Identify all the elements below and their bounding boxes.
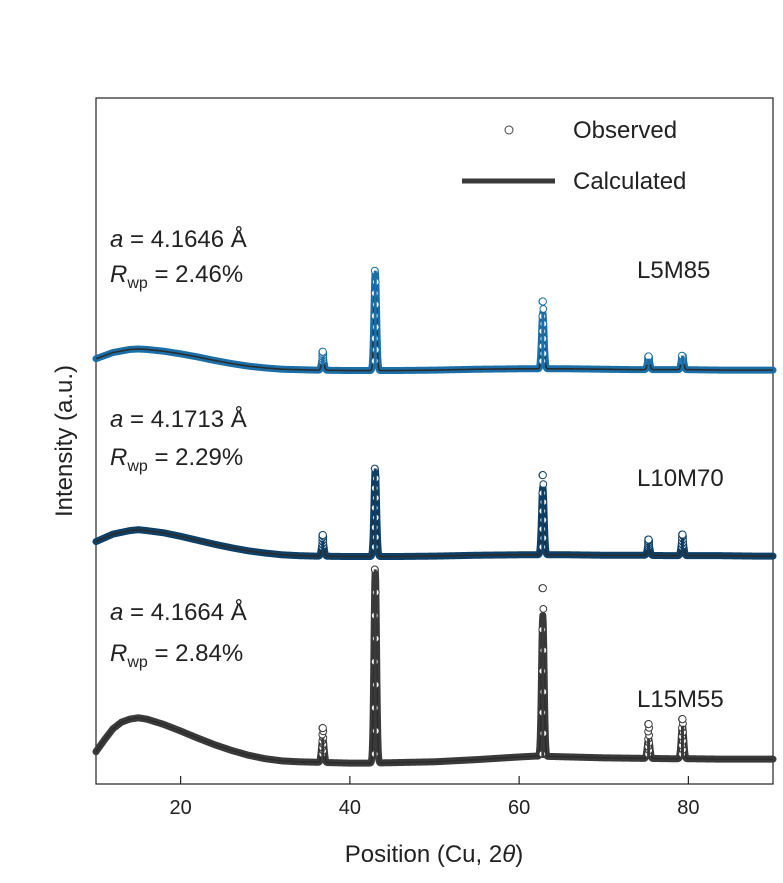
x-tick-label: 40 [339, 797, 361, 819]
series-label-l5m85: L5M85 [637, 257, 710, 284]
observed-peak-l10m70-3 [644, 535, 654, 551]
observed-peak-l5m85-0 [318, 347, 328, 365]
observed-point [539, 605, 548, 613]
observed-peak-l10m70-4 [678, 530, 687, 551]
observed-peak-l10m70-0 [318, 530, 328, 551]
observed-point-top [318, 724, 327, 733]
observed-point-top [538, 471, 547, 480]
annotation-rwp-l15m55: Rwp = 2.84% [110, 640, 243, 671]
observed-point [539, 480, 548, 489]
x-tick-label: 20 [170, 797, 192, 819]
annotation-a-l15m55: a = 4.1664 Å [110, 598, 247, 626]
y-axis-label: Intensity (a.u.) [51, 365, 78, 517]
legend-observed-label: Observed [573, 117, 677, 144]
x-tick-label: 80 [677, 797, 699, 819]
observed-peak-l15m55-0 [318, 724, 328, 758]
observed-peak-l10m70-1 [370, 464, 380, 551]
observed-point [539, 305, 548, 313]
annotation-a-l10m70: a = 4.1713 Å [110, 405, 247, 433]
annotation-rwp-l5m85: Rwp = 2.46% [110, 261, 243, 292]
observed-point-top [644, 720, 653, 729]
series-l15m55 [92, 565, 777, 767]
calculated-line-l5m85 [95, 269, 774, 372]
observed-peak-l5m85-3 [644, 352, 654, 365]
observed-peak-l10m70-2 [538, 471, 548, 551]
series-l5m85 [92, 266, 777, 375]
observed-peak-l5m85-1 [370, 266, 380, 365]
observed-peak-l15m55-1 [370, 565, 380, 758]
observed-point-top [678, 715, 687, 724]
legend-observed-marker [504, 125, 514, 135]
observed-point-top [538, 584, 547, 593]
plot-layer [92, 266, 777, 767]
observed-peak-l15m55-4 [678, 715, 687, 758]
series-annotations: a = 4.1646 Å Rwp = 2.46% L5M85 a = 4.171… [110, 225, 724, 713]
annotation-rwp-l10m70: Rwp = 2.29% [110, 444, 243, 475]
series-l10m70 [92, 464, 777, 561]
legend: Observed Calculated [462, 117, 686, 195]
legend-calculated-label: Calculated [573, 168, 686, 195]
x-axis-label: Position (Cu, 2θ) [345, 841, 523, 868]
observed-peak-l5m85-4 [678, 351, 687, 365]
x-tick-label: 60 [508, 797, 530, 819]
observed-point-top [318, 347, 327, 356]
observed-peak-l15m55-3 [644, 720, 654, 758]
observed-peak-l5m85-2 [538, 297, 548, 365]
calculated-line-l15m55 [95, 568, 774, 764]
observed-point-top [644, 535, 653, 544]
x-axis-ticks: 20 40 60 80 [170, 776, 700, 819]
series-label-l10m70: L10M70 [637, 465, 724, 492]
plot-frame [95, 97, 774, 785]
observed-point-top [538, 297, 547, 306]
observed-point-top [318, 530, 327, 540]
annotation-a-l5m85: a = 4.1646 Å [110, 225, 247, 253]
observed-point-top [678, 530, 687, 539]
observed-peak-l15m55-2 [538, 584, 548, 758]
calculated-line-l10m70 [95, 467, 774, 558]
series-label-l15m55: L15M55 [637, 686, 724, 713]
